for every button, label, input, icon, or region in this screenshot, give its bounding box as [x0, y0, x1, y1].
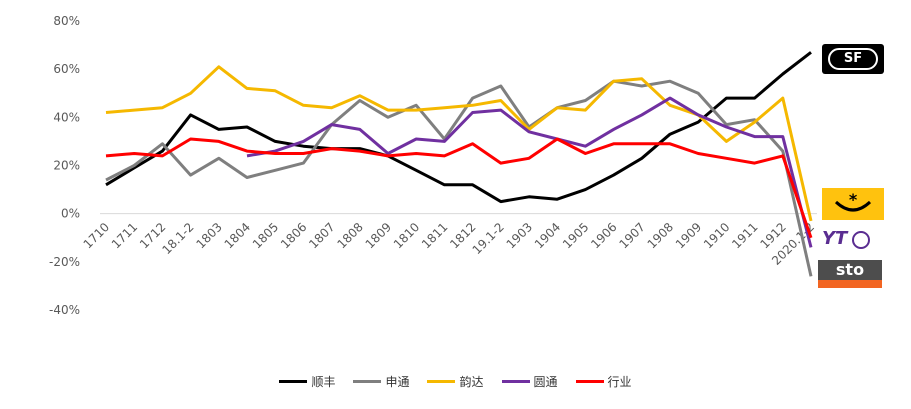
legend-label: 顺丰	[311, 375, 336, 389]
legend: 顺丰 申通 韵达 圆通 行业	[0, 373, 911, 390]
y-tick-label: -40%	[49, 303, 80, 317]
legend-item: 申通	[353, 373, 409, 390]
legend-label: 申通	[385, 375, 410, 389]
x-tick-label: 1803	[193, 220, 224, 251]
y-tick-label: 40%	[53, 110, 80, 124]
legend-swatch	[575, 380, 604, 383]
series-line-3	[246, 96, 813, 248]
yto-logo-text: YT	[822, 228, 848, 249]
x-tick-label: 1808	[334, 220, 365, 251]
y-axis: 80% 60% 40% 20% 0% -20% -40%	[49, 14, 80, 317]
yto-logo: YT	[822, 228, 884, 254]
legend-item: 行业	[575, 373, 632, 390]
x-tick-label: 1810	[391, 220, 422, 251]
series-line-4	[105, 137, 813, 239]
sf-express-logo: SF	[822, 44, 884, 74]
legend-item: 顺丰	[279, 373, 335, 390]
x-tick-label: 1807	[306, 220, 337, 251]
x-tick-label: 18.1-2	[159, 220, 196, 257]
x-tick-label: 1908	[645, 220, 676, 251]
legend-item: 韵达	[427, 373, 484, 390]
x-axis: 17101711171218.1-21803180418051806180718…	[81, 213, 817, 268]
x-tick-label: 1806	[278, 220, 309, 251]
x-tick-label: 1910	[701, 220, 732, 251]
y-tick-label: 20%	[53, 159, 80, 173]
x-tick-label: 1904	[532, 220, 563, 251]
x-tick-label: 1804	[222, 220, 253, 251]
yto-circle-icon	[852, 230, 871, 249]
y-tick-label: -20%	[49, 255, 80, 269]
sto-orange-bar	[818, 280, 882, 288]
y-tick-label: 0%	[61, 207, 80, 221]
legend-swatch	[353, 380, 382, 383]
sto-logo: sto	[818, 260, 882, 290]
x-tick-label: 1909	[673, 220, 704, 251]
x-tick-label: 1805	[250, 220, 281, 251]
legend-swatch	[427, 380, 456, 383]
x-tick-label: 1903	[504, 220, 535, 251]
series-line-2	[105, 65, 813, 222]
series-line-0	[105, 51, 812, 204]
y-tick-label: 80%	[53, 14, 80, 28]
legend-label: 行业	[607, 375, 632, 389]
y-tick-label: 60%	[53, 62, 80, 76]
legend-label: 圆通	[533, 375, 558, 389]
legend-label: 韵达	[459, 375, 484, 389]
x-tick-label: 1811	[419, 220, 450, 251]
x-tick-label: 19.1-2	[470, 220, 507, 257]
svg-text:*: *	[849, 190, 858, 209]
yunda-smile-icon: *	[834, 190, 872, 212]
x-tick-label: 1710	[81, 220, 112, 251]
legend-item: 圆通	[501, 373, 558, 390]
series-line-1	[105, 79, 813, 277]
x-tick-label: 1809	[363, 220, 394, 251]
x-tick-label: 1711	[109, 220, 140, 251]
sf-logo-badge: SF	[828, 48, 878, 70]
x-tick-label: 1906	[588, 220, 619, 251]
x-tick-label: 1907	[616, 220, 647, 251]
series-lines	[105, 51, 813, 277]
yunda-logo: *	[822, 188, 884, 220]
legend-swatch	[279, 380, 308, 383]
x-tick-label: 1905	[560, 220, 591, 251]
legend-swatch	[501, 380, 530, 383]
x-tick-label: 1911	[729, 220, 760, 251]
sto-logo-text: sto	[818, 260, 882, 280]
